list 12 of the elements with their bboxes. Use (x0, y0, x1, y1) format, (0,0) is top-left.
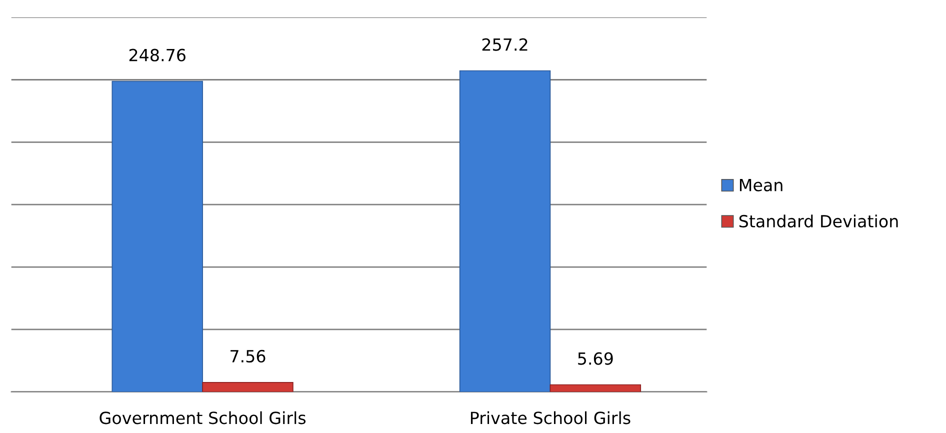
data-label: 248.76 (129, 48, 186, 62)
bar (550, 384, 642, 392)
bar (202, 382, 294, 392)
legend-label: Standard Deviation (739, 214, 898, 228)
legend-label: Mean (740, 178, 782, 192)
data-label: 7.56 (230, 350, 266, 363)
bar (459, 70, 551, 392)
x-tick-label: Government School Girls (100, 411, 306, 424)
data-label: 5.69 (578, 352, 613, 365)
bar (112, 80, 203, 392)
x-tick-label: Private School Girls (470, 411, 630, 424)
data-label: 257.2 (482, 38, 528, 51)
